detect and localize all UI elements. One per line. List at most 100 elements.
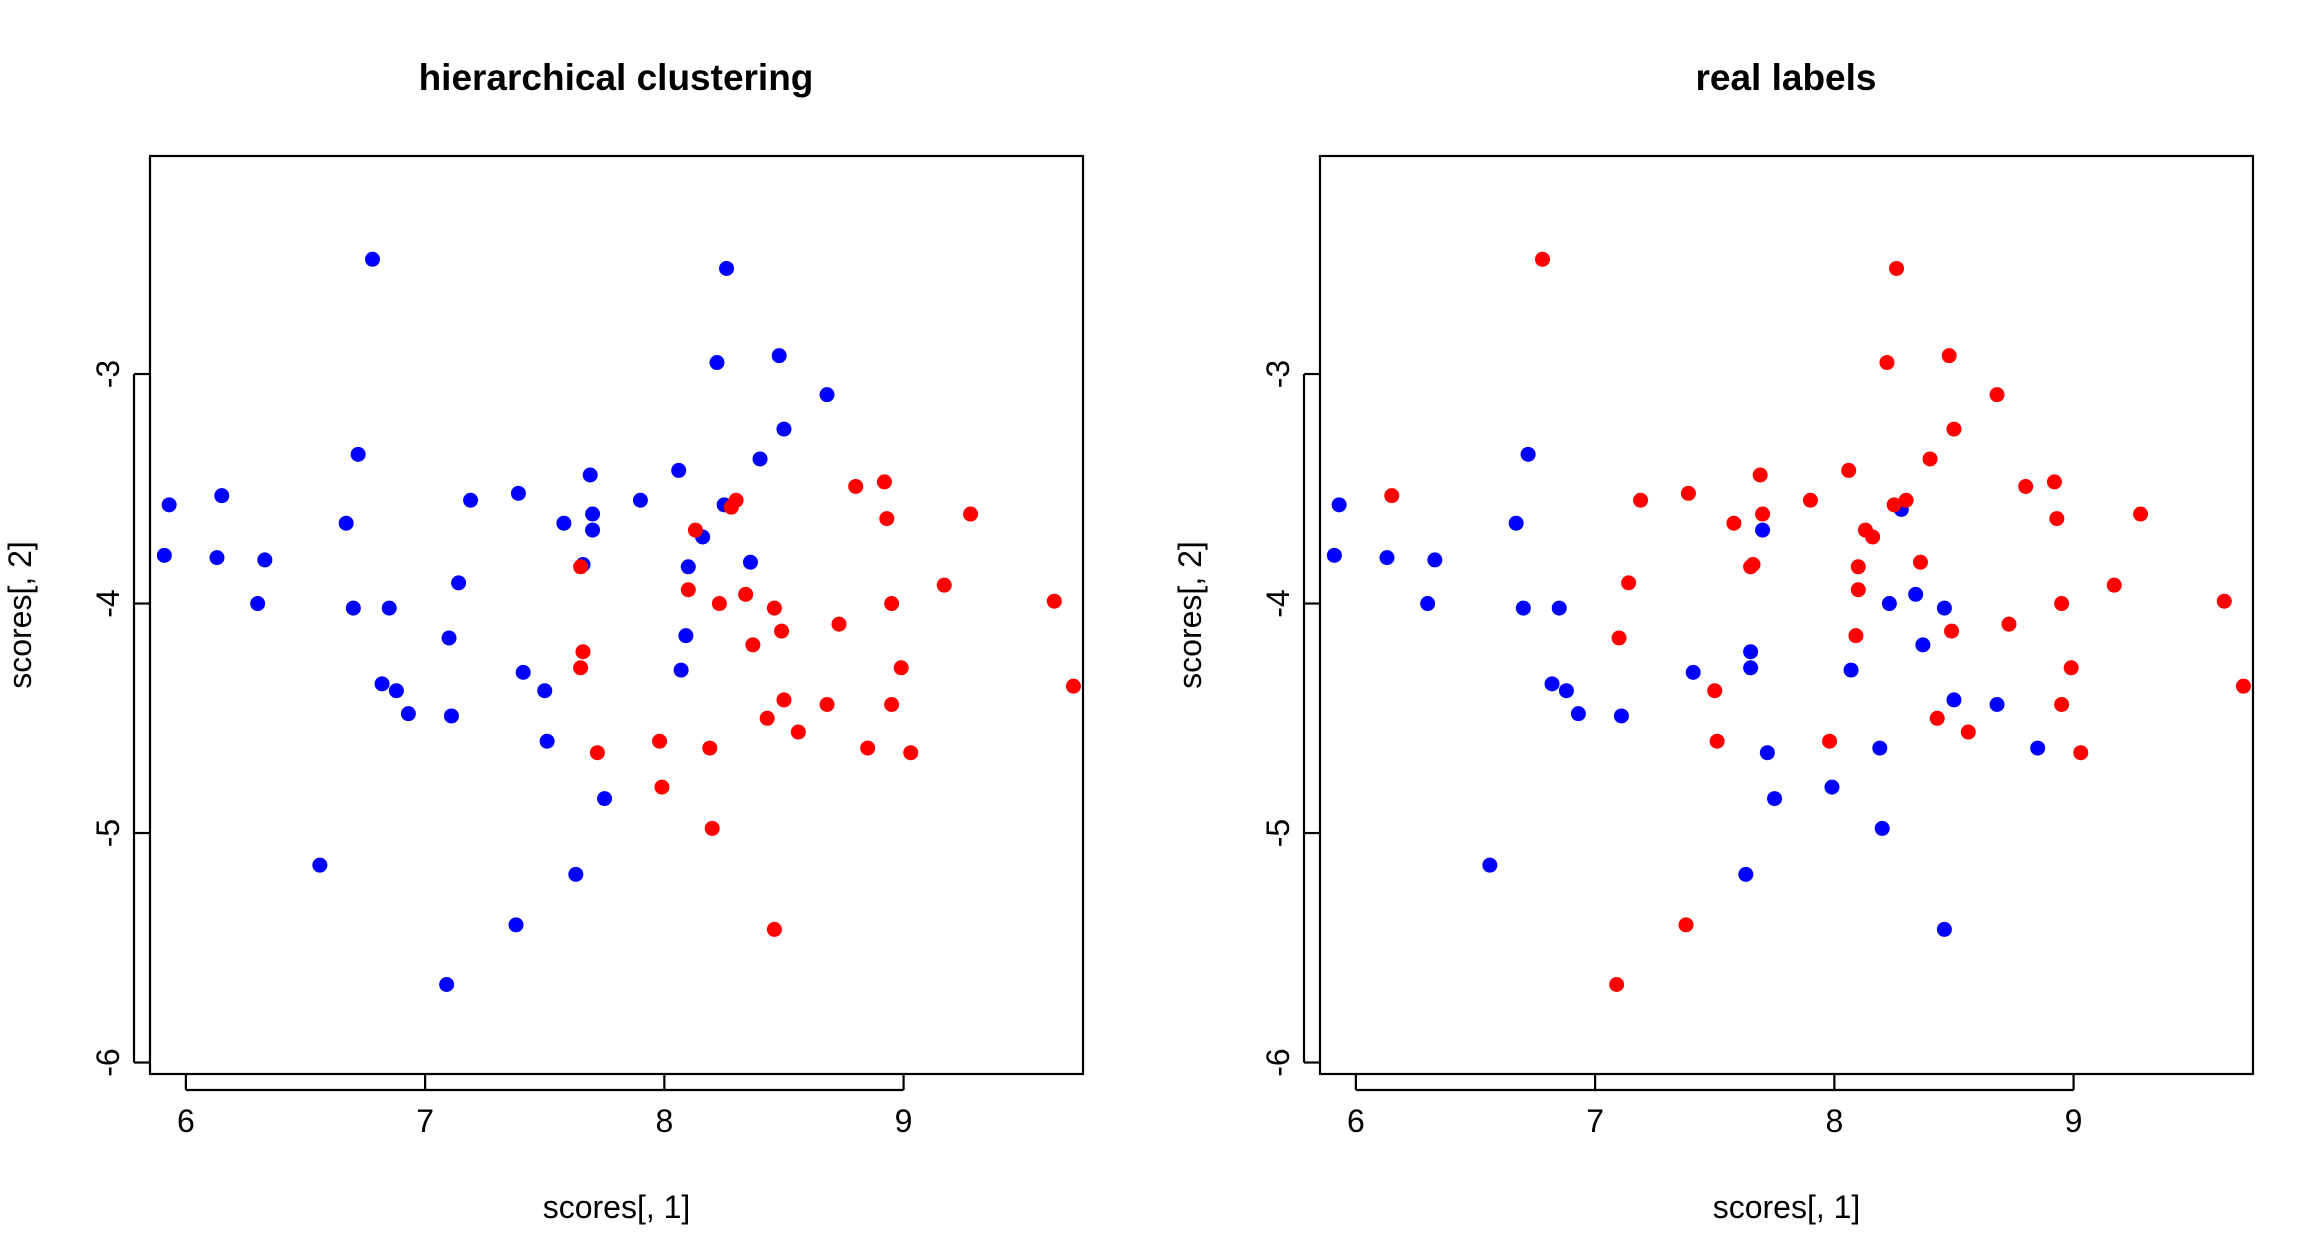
data-point — [364, 251, 380, 267]
data-point — [1960, 724, 1976, 740]
data-point — [903, 745, 919, 761]
data-point — [1046, 593, 1062, 609]
data-point — [1379, 550, 1395, 566]
panel-hierarchical-clustering: hierarchical clustering 6 7 8 9 -6 -5 -4 -3 score… — [2, 57, 1085, 1225]
data-point — [2046, 474, 2062, 490]
data-point — [400, 706, 416, 722]
data-point — [463, 492, 479, 508]
data-point — [1850, 559, 1866, 575]
data-point — [893, 660, 909, 676]
data-point — [819, 697, 835, 713]
x-tick-label: 9 — [895, 1103, 913, 1139]
data-point — [819, 387, 835, 403]
data-point — [745, 637, 761, 653]
data-point — [1936, 921, 1952, 937]
data-point — [1609, 976, 1625, 992]
data-point — [1384, 488, 1400, 504]
series-1 — [1384, 251, 2251, 992]
data-point — [573, 559, 589, 575]
data-point — [2030, 740, 2046, 756]
y-tick-label: -5 — [90, 819, 126, 847]
data-point — [1613, 708, 1629, 724]
data-point — [1752, 467, 1768, 483]
y-tick-label: -3 — [90, 360, 126, 388]
data-point — [673, 662, 689, 678]
data-point — [1743, 660, 1759, 676]
data-point — [766, 600, 782, 616]
data-point — [1848, 628, 1864, 644]
data-point — [156, 547, 172, 563]
data-point — [1570, 706, 1586, 722]
series-1 — [573, 474, 1081, 937]
data-point — [752, 451, 768, 467]
data-point — [936, 577, 952, 593]
data-point — [879, 511, 895, 527]
data-point — [1922, 451, 1938, 467]
data-point — [848, 478, 864, 494]
data-point — [508, 917, 524, 933]
data-point — [687, 522, 703, 538]
data-point — [884, 596, 900, 612]
data-point — [388, 683, 404, 699]
data-point — [338, 515, 354, 531]
data-point — [719, 260, 735, 276]
data-point — [441, 630, 457, 646]
data-point — [312, 857, 328, 873]
data-point — [759, 710, 775, 726]
data-point — [723, 499, 739, 515]
data-point — [654, 779, 670, 795]
data-point — [963, 506, 979, 522]
data-point — [568, 866, 584, 882]
data-point — [774, 623, 790, 639]
data-point — [709, 355, 725, 371]
data-point — [1850, 582, 1866, 598]
data-point — [1822, 733, 1838, 749]
data-point — [1611, 630, 1627, 646]
data-point — [585, 506, 601, 522]
data-point — [1929, 710, 1945, 726]
data-point — [1678, 917, 1694, 933]
data-point — [585, 522, 601, 538]
data-point — [1841, 462, 1857, 478]
data-point — [680, 559, 696, 575]
data-point — [702, 740, 718, 756]
data-point — [1843, 662, 1859, 678]
data-point — [1879, 355, 1895, 371]
data-point — [1707, 683, 1723, 699]
data-point — [704, 820, 720, 836]
data-point — [374, 676, 390, 692]
x-tick-label: 7 — [416, 1103, 434, 1139]
data-point — [350, 446, 366, 462]
plot-frame — [148, 154, 1085, 1076]
data-point — [1881, 596, 1897, 612]
data-point — [1802, 492, 1818, 508]
data-point — [1889, 260, 1905, 276]
data-point — [573, 660, 589, 676]
data-point — [1824, 779, 1840, 795]
chart-title: hierarchical clustering — [419, 57, 814, 98]
data-point — [250, 596, 266, 612]
data-point — [1331, 497, 1347, 513]
data-point — [575, 644, 591, 660]
data-point — [2001, 616, 2017, 632]
data-point — [1621, 575, 1637, 591]
data-point — [1633, 492, 1649, 508]
x-tick-label: 8 — [655, 1103, 673, 1139]
data-point — [1326, 547, 1342, 563]
x-axis-label: scores[, 1] — [543, 1189, 691, 1225]
x-tick-label: 7 — [1586, 1103, 1604, 1139]
data-point — [2235, 678, 2251, 694]
data-point — [1743, 644, 1759, 660]
data-point — [2073, 745, 2089, 761]
y-axis-label: scores[, 2] — [1172, 541, 1208, 689]
y-tick-label: -4 — [1260, 589, 1296, 617]
data-point — [1946, 421, 1962, 437]
series-0 — [1326, 446, 2046, 937]
data-point — [1944, 623, 1960, 639]
data-point — [711, 596, 727, 612]
data-point — [1558, 683, 1574, 699]
x-axis-label: scores[, 1] — [1713, 1189, 1861, 1225]
x-tick-label: 6 — [177, 1103, 195, 1139]
data-point — [1685, 664, 1701, 680]
data-point — [831, 616, 847, 632]
